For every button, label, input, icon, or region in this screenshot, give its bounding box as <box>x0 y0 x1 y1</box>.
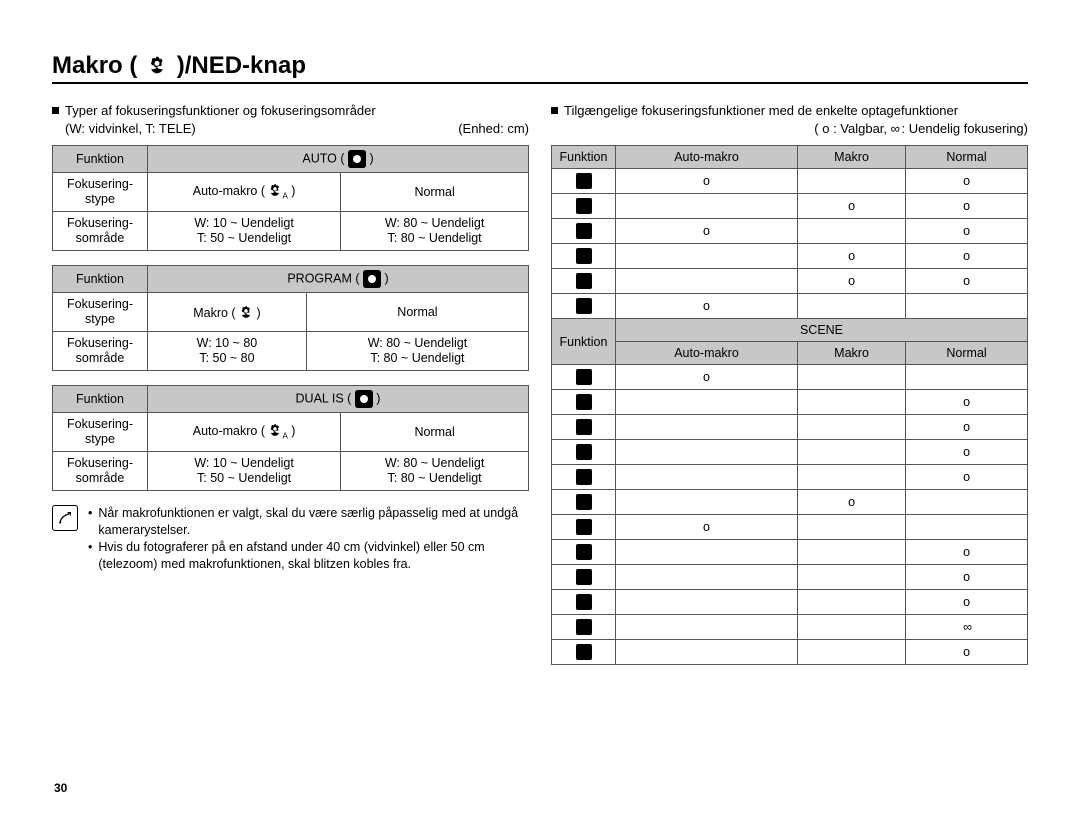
bullet-icon <box>551 107 558 114</box>
legend-inf: ∞ <box>891 121 898 136</box>
title-prefix: Makro ( <box>52 52 137 79</box>
left-intro-unit: (Enhed: cm) <box>458 120 529 138</box>
scene-mode-icon <box>576 444 592 460</box>
mode-icon <box>348 150 366 168</box>
left-column: Typer af fokuseringsfunktioner og fokuse… <box>52 102 529 679</box>
legend-suffix: : Uendelig fokusering) <box>898 121 1028 136</box>
note-icon <box>52 505 78 531</box>
left-intro-wt: (W: vidvinkel, T: TELE) <box>65 120 196 138</box>
macro-flower-icon <box>147 55 167 75</box>
scene-mode-icon <box>576 519 592 535</box>
scene-mode-icon <box>576 173 592 189</box>
scene-mode-icon <box>576 198 592 214</box>
mode-icon <box>355 390 373 408</box>
scene-mode-icon <box>576 298 592 314</box>
left-table-0: FunktionAUTO ( )Fokusering-stypeAuto-mak… <box>52 145 529 251</box>
scene-mode-icon <box>576 273 592 289</box>
right-column: Tilgængelige fokuseringsfunktioner med d… <box>551 102 1028 679</box>
scene-mode-icon <box>576 223 592 239</box>
scene-mode-icon <box>576 619 592 635</box>
legend-prefix: ( o : Valgbar, <box>814 121 890 136</box>
mode-icon <box>363 270 381 288</box>
note-2: Hvis du fotograferer på en afstand under… <box>98 539 529 573</box>
scene-mode-icon <box>576 248 592 264</box>
scene-mode-icon <box>576 644 592 660</box>
title-suffix: )/NED-knap <box>177 52 306 79</box>
right-table: FunktionAuto-makroMakroNormalooooooooooo… <box>551 145 1028 665</box>
right-intro: Tilgængelige fokuseringsfunktioner med d… <box>564 103 958 118</box>
scene-mode-icon <box>576 544 592 560</box>
note-box: Når makrofunktionen er valgt, skal du væ… <box>52 505 529 573</box>
scene-mode-icon <box>576 594 592 610</box>
scene-mode-icon <box>576 419 592 435</box>
left-table-1: FunktionPROGRAM ( )Fokusering-stypeMakro… <box>52 265 529 371</box>
note-1: Når makrofunktionen er valgt, skal du væ… <box>98 505 529 539</box>
scene-mode-icon <box>576 469 592 485</box>
scene-mode-icon <box>576 394 592 410</box>
page-number: 30 <box>54 781 67 795</box>
left-table-2: FunktionDUAL IS ( )Fokusering-stypeAuto-… <box>52 385 529 491</box>
scene-mode-icon <box>576 369 592 385</box>
scene-mode-icon <box>576 494 592 510</box>
page-title: Makro ( )/NED-knap <box>52 52 1028 84</box>
bullet-icon <box>52 107 59 114</box>
scene-mode-icon <box>576 569 592 585</box>
left-intro: Typer af fokuseringsfunktioner og fokuse… <box>65 103 376 118</box>
